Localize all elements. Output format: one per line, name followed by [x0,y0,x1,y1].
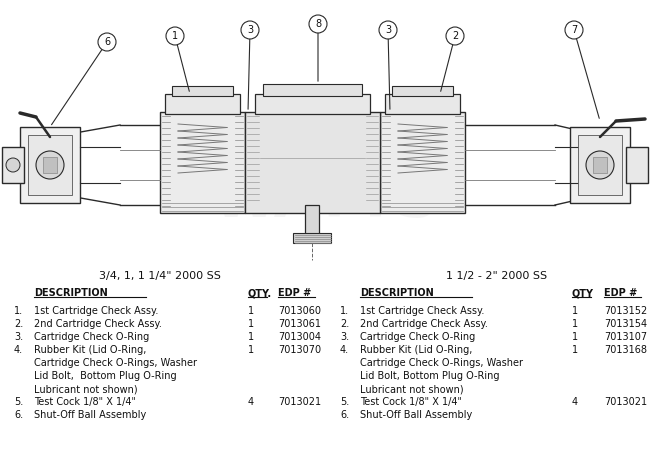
Bar [2,147,24,183]
Circle shape [98,33,116,51]
Text: 1: 1 [572,306,578,316]
Bar [578,135,622,195]
Text: Test Cock 1/8" X 1/4": Test Cock 1/8" X 1/4" [34,397,136,407]
Bar [255,94,370,114]
Text: 1: 1 [572,332,578,342]
Text: Shut-Off Ball Assembly: Shut-Off Ball Assembly [360,410,473,420]
Bar [20,127,80,203]
Text: 4: 4 [248,397,254,407]
Text: 7013061: 7013061 [278,319,321,329]
Bar [626,147,648,183]
Text: Test Cock 1/8" X 1/4": Test Cock 1/8" X 1/4" [360,397,462,407]
Bar [160,112,245,213]
Text: 7013060: 7013060 [278,306,321,316]
Text: 7: 7 [571,25,577,35]
Circle shape [586,151,614,179]
Text: 1 1/2 - 2" 2000 SS: 1 1/2 - 2" 2000 SS [447,271,547,281]
Text: 3.: 3. [14,332,23,342]
Bar [263,84,362,96]
Text: 3: 3 [247,25,253,35]
Text: QTY: QTY [572,288,594,298]
Text: Lubricant not shown): Lubricant not shown) [34,384,138,394]
Text: 1: 1 [172,31,178,41]
Bar [165,94,240,114]
Text: Cartridge Check O-Ring: Cartridge Check O-Ring [360,332,475,342]
Text: Cartridge Check O-Rings, Washer: Cartridge Check O-Rings, Washer [34,358,197,368]
Text: 4.: 4. [14,345,23,355]
Text: 8: 8 [315,19,321,29]
Text: Lubricant not shown): Lubricant not shown) [360,384,463,394]
Bar [245,112,380,213]
Text: 5.: 5. [340,397,349,407]
Text: Cartridge Check O-Rings, Washer: Cartridge Check O-Rings, Washer [360,358,523,368]
Text: 1: 1 [248,332,254,342]
Text: 1st Cartridge Check Assy.: 1st Cartridge Check Assy. [34,306,159,316]
Text: 6: 6 [104,37,110,47]
Text: 7013107: 7013107 [604,332,647,342]
Text: 1: 1 [248,306,254,316]
Text: 2.: 2. [14,319,23,329]
Text: QTY.: QTY. [248,288,272,298]
Text: 6.: 6. [14,410,23,420]
Text: Lid Bolt, Bottom Plug O-Ring: Lid Bolt, Bottom Plug O-Ring [360,371,499,381]
Text: 4: 4 [572,397,578,407]
Text: DESCRIPTION: DESCRIPTION [360,288,434,298]
Bar [392,86,453,96]
Text: EDP #: EDP # [278,288,311,298]
Text: 1.: 1. [340,306,349,316]
Text: 6.: 6. [340,410,349,420]
Text: DESCRIPTION: DESCRIPTION [34,288,108,298]
Text: Rubber Kit (Lid O-Ring,: Rubber Kit (Lid O-Ring, [360,345,473,355]
Text: WATTS: WATTS [212,171,438,228]
Text: 5.: 5. [14,397,23,407]
Circle shape [36,151,64,179]
Text: 3/4, 1, 1 1/4" 2000 SS: 3/4, 1, 1 1/4" 2000 SS [99,271,221,281]
Text: 7013168: 7013168 [604,345,647,355]
Text: Shut-Off Ball Assembly: Shut-Off Ball Assembly [34,410,146,420]
Circle shape [241,21,259,39]
Bar [380,112,465,213]
Polygon shape [593,157,607,173]
Text: Cartridge Check O-Ring: Cartridge Check O-Ring [34,332,150,342]
Circle shape [446,27,464,45]
Text: 2nd Cartridge Check Assy.: 2nd Cartridge Check Assy. [360,319,488,329]
Text: 7013004: 7013004 [278,332,321,342]
Text: 7013021: 7013021 [278,397,321,407]
Text: 1: 1 [248,319,254,329]
Text: 4.: 4. [340,345,349,355]
Text: 1: 1 [572,345,578,355]
Text: 1.: 1. [14,306,23,316]
Text: 2nd Cartridge Check Assy.: 2nd Cartridge Check Assy. [34,319,162,329]
Circle shape [6,158,20,172]
Text: 1: 1 [572,319,578,329]
Text: 2.: 2. [340,319,349,329]
Polygon shape [43,157,57,173]
Circle shape [309,15,327,33]
Text: Lid Bolt,  Bottom Plug O-Ring: Lid Bolt, Bottom Plug O-Ring [34,371,177,381]
Text: 7013152: 7013152 [604,306,647,316]
Bar [28,135,72,195]
Text: Rubber Kit (Lid O-Ring,: Rubber Kit (Lid O-Ring, [34,345,146,355]
Circle shape [565,21,583,39]
Text: 3: 3 [385,25,391,35]
Text: 1: 1 [248,345,254,355]
Bar [172,86,233,96]
Bar [385,94,460,114]
Text: EDP #: EDP # [604,288,637,298]
Text: 1st Cartridge Check Assy.: 1st Cartridge Check Assy. [360,306,484,316]
Bar [293,233,331,243]
Text: 7013021: 7013021 [604,397,647,407]
Text: 7013070: 7013070 [278,345,321,355]
Circle shape [379,21,397,39]
Text: 2: 2 [452,31,458,41]
Circle shape [166,27,184,45]
Text: 7013154: 7013154 [604,319,647,329]
Text: 3.: 3. [340,332,349,342]
Bar [570,127,630,203]
Bar [305,205,319,235]
